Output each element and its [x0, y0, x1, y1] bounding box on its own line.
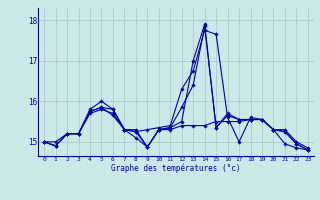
X-axis label: Graphe des températures (°c): Graphe des températures (°c): [111, 164, 241, 173]
